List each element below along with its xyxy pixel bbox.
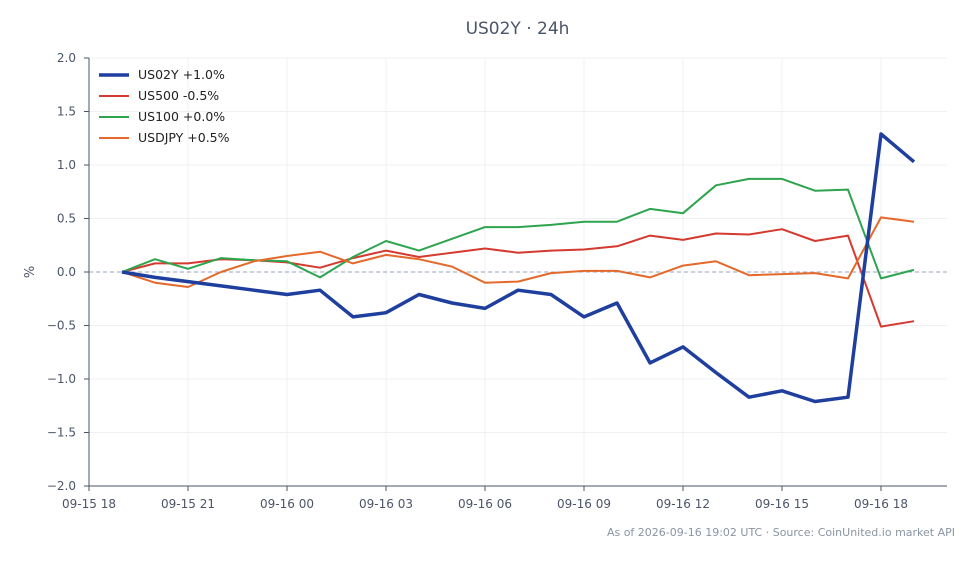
series-line-usdjpy bbox=[121, 216, 915, 288]
series-line-us02y bbox=[121, 132, 916, 404]
x-tick-label: 09-16 00 bbox=[260, 497, 314, 511]
y-tick-label: −2.0 bbox=[47, 479, 76, 493]
legend-label: USDJPY +0.5% bbox=[138, 130, 230, 145]
x-tick-label: 09-16 06 bbox=[458, 497, 512, 511]
series-group bbox=[121, 132, 916, 404]
legend-label: US100 +0.0% bbox=[138, 109, 225, 124]
chart-title: US02Y · 24h bbox=[465, 19, 570, 39]
y-tick-label: 1.5 bbox=[57, 105, 76, 119]
y-tick-label: 1.0 bbox=[57, 158, 76, 172]
x-tick-label: 09-15 18 bbox=[62, 497, 116, 511]
x-tick-label: 09-16 03 bbox=[359, 497, 413, 511]
y-tick-label: −1.5 bbox=[47, 426, 76, 440]
y-tick-label: −0.5 bbox=[47, 319, 76, 333]
y-tick-label: 0.5 bbox=[57, 212, 76, 226]
y-tick-label: 2.0 bbox=[57, 51, 76, 65]
x-tick-label: 09-16 12 bbox=[656, 497, 710, 511]
source-footer: As of 2026-09-16 19:02 UTC · Source: Coi… bbox=[606, 526, 955, 539]
y-tick-label: 0.0 bbox=[57, 265, 76, 279]
legend: US02Y +1.0% US500 -0.5% US100 +0.0% USDJPY … bbox=[99, 67, 230, 145]
x-tick-label: 09-16 15 bbox=[755, 497, 809, 511]
series-line-us100 bbox=[121, 177, 915, 280]
x-tick-label: 09-15 21 bbox=[161, 497, 215, 511]
y-axis-label: % bbox=[23, 266, 38, 278]
legend-label: US02Y +1.0% bbox=[138, 67, 225, 82]
y-tick-label: −1.0 bbox=[47, 372, 76, 386]
legend-label: US500 -0.5% bbox=[138, 88, 219, 103]
series-line-us500 bbox=[121, 228, 915, 328]
x-tick-label: 09-16 09 bbox=[557, 497, 611, 511]
x-tick-label: 09-16 18 bbox=[854, 497, 908, 511]
axes: 2.0 1.5 1.0 0.5 0.0 −0.5 −1.0 −1.5 −2.0 09-15 18 0… bbox=[23, 51, 947, 511]
